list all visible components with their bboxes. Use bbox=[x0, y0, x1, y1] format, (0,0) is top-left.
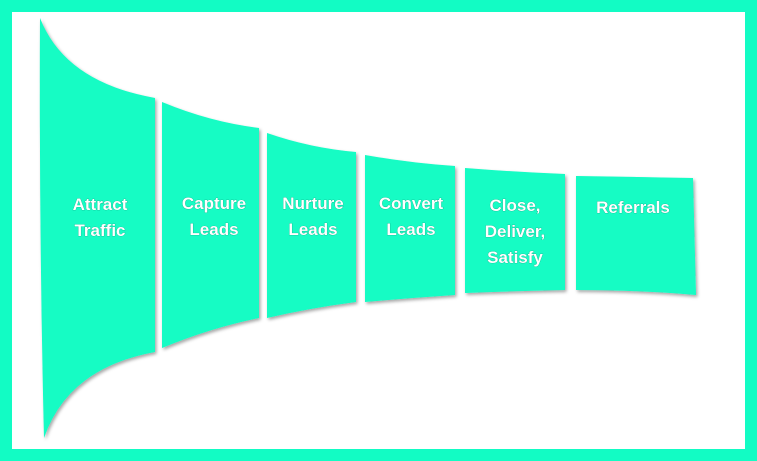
stage-label-line: Nurture bbox=[282, 194, 343, 213]
stage-label-line: Attract bbox=[73, 195, 128, 214]
funnel-segment-close-deliver-satisfy bbox=[465, 168, 565, 293]
stage-label-4: Close, Deliver, Satisfy bbox=[485, 196, 546, 267]
stage-label-3: Convert Leads bbox=[379, 194, 444, 239]
stage-label-line: Leads bbox=[386, 220, 435, 239]
stage-label-line: Leads bbox=[189, 220, 238, 239]
funnel-segment-capture-leads bbox=[162, 102, 259, 348]
stage-label-line: Leads bbox=[288, 220, 337, 239]
stage-label-line: Referrals bbox=[596, 198, 670, 217]
stage-label-line: Convert bbox=[379, 194, 444, 213]
stage-label-line: Satisfy bbox=[487, 248, 543, 267]
stage-label-2: Nurture Leads bbox=[282, 194, 343, 239]
stage-label-line: Traffic bbox=[74, 221, 125, 240]
stage-label-5: Referrals bbox=[596, 198, 670, 217]
stage-label-line: Close, bbox=[489, 196, 540, 215]
funnel-segment-convert-leads bbox=[365, 155, 455, 302]
funnel-segment-referrals bbox=[576, 176, 696, 295]
stage-label-0: Attract Traffic bbox=[73, 195, 128, 240]
stage-label-line: Deliver, bbox=[485, 222, 546, 241]
stage-label-line: Capture bbox=[182, 194, 246, 213]
funnel-segment-nurture-leads bbox=[267, 133, 356, 318]
funnel-segment-attract-traffic bbox=[39, 18, 156, 438]
stage-label-1: Capture Leads bbox=[182, 194, 246, 239]
